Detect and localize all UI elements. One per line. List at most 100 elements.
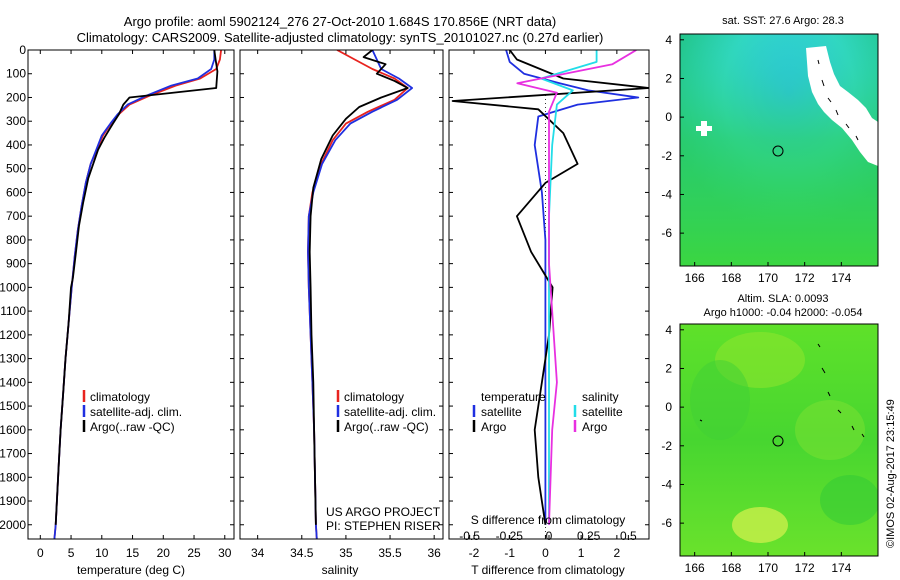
sla-map-title-2: Argo h1000: -0.04 h2000: -0.054 bbox=[703, 307, 862, 319]
map-lat-label: -6 bbox=[661, 516, 672, 530]
map-lat-label: -2 bbox=[661, 149, 672, 163]
map-lon-label: 166 bbox=[685, 271, 705, 285]
depth-tick-label: 200 bbox=[6, 90, 26, 104]
imos-watermark: ©IMOS 02-Aug-2017 23:15:49 bbox=[885, 399, 897, 548]
map-lat-label: -6 bbox=[661, 226, 672, 240]
legend-label-argo: Argo(..raw -QC) bbox=[90, 420, 175, 434]
salinity-x-tick-label: 34.5 bbox=[290, 546, 314, 560]
difference-s-tick-label: 0.25 bbox=[577, 529, 601, 543]
sst-map-image bbox=[680, 34, 878, 266]
temperature-x-tick-label: 25 bbox=[187, 546, 201, 560]
map-lon-label: 170 bbox=[758, 271, 778, 285]
temperature-series-argo-raw-qc- bbox=[54, 50, 219, 525]
legend-label-climatology: climatology bbox=[344, 390, 404, 404]
map-lat-label: -4 bbox=[661, 187, 672, 201]
temperature-x-tick-label: 15 bbox=[126, 546, 140, 560]
map-lon-label: 170 bbox=[758, 561, 778, 575]
legend-label-satellite: satellite-adj. clim. bbox=[344, 405, 436, 419]
map-lon-label: 168 bbox=[721, 271, 741, 285]
depth-tick-label: 700 bbox=[6, 209, 26, 223]
depth-tick-label: 1800 bbox=[0, 470, 26, 484]
sst-map-ticks: 4 2 0 -2 -4 -6 166 168 170 172 174 bbox=[661, 33, 851, 285]
figure-title-line1: Argo profile: aoml 5902124_276 27-Oct-20… bbox=[124, 14, 556, 29]
depth-tick-label: 1700 bbox=[0, 447, 26, 461]
difference-t-tick-label: -2 bbox=[469, 546, 480, 560]
legend-label-temp-argo: Argo bbox=[481, 420, 507, 434]
sla-map-ticks: 4 2 0 -2 -4 -6 166 168 170 172 174 bbox=[661, 323, 851, 575]
difference-series-temperature-satellite bbox=[505, 50, 640, 525]
salinity-x-ticks: 34 34.5 35 35.5 36 bbox=[251, 50, 441, 560]
argo-float-location bbox=[772, 145, 784, 157]
sla-map-image bbox=[680, 324, 878, 556]
map-lon-label: 166 bbox=[685, 561, 705, 575]
depth-tick-label: 300 bbox=[6, 114, 26, 128]
depth-tick-label: 600 bbox=[6, 185, 26, 199]
salinity-series-argo-raw-qc- bbox=[308, 50, 409, 525]
map-lat-label: 2 bbox=[665, 71, 672, 85]
coastline-marks bbox=[699, 343, 865, 438]
salinity-series-climatology bbox=[307, 50, 409, 539]
depth-axis-labels: 0 100 200 300 400 500 600 700 800 900 1000 1100 1200… bbox=[0, 43, 26, 532]
cloud-mask-spot bbox=[696, 121, 712, 136]
depth-tick-label: 400 bbox=[6, 138, 26, 152]
salinity-x-tick-label: 36 bbox=[427, 546, 441, 560]
project-label: US ARGO PROJECT bbox=[326, 505, 441, 519]
pi-label: PI: STEPHEN RISER bbox=[326, 519, 441, 533]
difference-t-tick-label: -1 bbox=[504, 546, 515, 560]
temperature-xlabel: temperature (deg C) bbox=[77, 563, 185, 577]
temperature-panel: 0100200300400500600700800900100011001200… bbox=[0, 43, 235, 577]
legend-temperature-title: temperature bbox=[481, 390, 546, 404]
salinity-axes-frame bbox=[239, 49, 444, 540]
t-difference-label: T difference from climatology bbox=[471, 563, 625, 577]
temperature-x-tick-label: 30 bbox=[218, 546, 232, 560]
legend-label-argo: Argo(..raw -QC) bbox=[344, 420, 429, 434]
cloud-mask-region bbox=[806, 46, 878, 166]
difference-legend: temperature salinity satellite Argo sate… bbox=[472, 390, 623, 434]
map-lat-label: 0 bbox=[665, 400, 672, 414]
depth-tick-label: 2000 bbox=[0, 518, 26, 532]
temperature-x-tick-label: 5 bbox=[68, 546, 75, 560]
depth-tick-label: 1000 bbox=[0, 280, 26, 294]
difference-t-tick-label: 1 bbox=[578, 546, 585, 560]
depth-tick-label: 500 bbox=[6, 162, 26, 176]
temperature-x-tick-label: 10 bbox=[95, 546, 109, 560]
salinity-series-satellite-adj-clim- bbox=[307, 50, 414, 539]
legend-label-sal-argo: Argo bbox=[582, 420, 608, 434]
temperature-x-tick-label: 20 bbox=[157, 546, 171, 560]
argo-float-location bbox=[772, 435, 784, 447]
depth-tick-label: 1200 bbox=[0, 328, 26, 342]
difference-t-ticks: -2 -1 0 1 2 bbox=[469, 50, 621, 560]
legend-salinity-title: salinity bbox=[582, 390, 619, 404]
difference-s-ticks: -0.5-0.2500.250.5 bbox=[459, 529, 637, 543]
depth-tick-label: 1400 bbox=[0, 375, 26, 389]
sla-map-frame bbox=[679, 323, 879, 557]
depth-tick-label: 1300 bbox=[0, 352, 26, 366]
temperature-series-satellite-adj-clim- bbox=[53, 50, 216, 539]
salinity-legend: climatology satellite-adj. clim. Argo(..… bbox=[336, 390, 436, 434]
salinity-x-tick-label: 35.5 bbox=[378, 546, 402, 560]
difference-t-tick-label: 0 bbox=[542, 546, 549, 560]
salinity-xlabel: salinity bbox=[322, 563, 359, 577]
temperature-series-climatology bbox=[53, 50, 222, 539]
temperature-legend: climatology satellite-adj. clim. Argo(..… bbox=[82, 390, 182, 434]
s-difference-label: S difference from climatology bbox=[471, 513, 626, 527]
map-lat-label: -2 bbox=[661, 439, 672, 453]
depth-tick-label: 1500 bbox=[0, 399, 26, 413]
map-lon-label: 172 bbox=[795, 561, 815, 575]
depth-tick-label: 800 bbox=[6, 233, 26, 247]
difference-s-tick-label: 0 bbox=[546, 529, 553, 543]
depth-tick-label: 1900 bbox=[0, 494, 26, 508]
sst-map-title: sat. SST: 27.6 Argo: 28.3 bbox=[722, 15, 844, 27]
legend-label-sal-satellite: satellite bbox=[582, 405, 623, 419]
depth-tick-label: 0 bbox=[19, 43, 26, 57]
sla-map: Altim. SLA: 0.0093 Argo h1000: -0.04 h20… bbox=[661, 293, 879, 575]
temperature-x-tick-label: 0 bbox=[37, 546, 44, 560]
map-lon-label: 168 bbox=[721, 561, 741, 575]
salinity-panel: 34 34.5 35 35.5 36 salinity climatology sate… bbox=[239, 49, 444, 577]
legend-label-climatology: climatology bbox=[90, 390, 150, 404]
temperature-x-ticks: 0 5 10 15 20 25 30 bbox=[37, 50, 232, 560]
legend-label-temp-satellite: satellite bbox=[481, 405, 522, 419]
map-lat-label: 2 bbox=[665, 361, 672, 375]
figure-title-line2: Climatology: CARS2009. Satellite-adjuste… bbox=[77, 30, 604, 45]
